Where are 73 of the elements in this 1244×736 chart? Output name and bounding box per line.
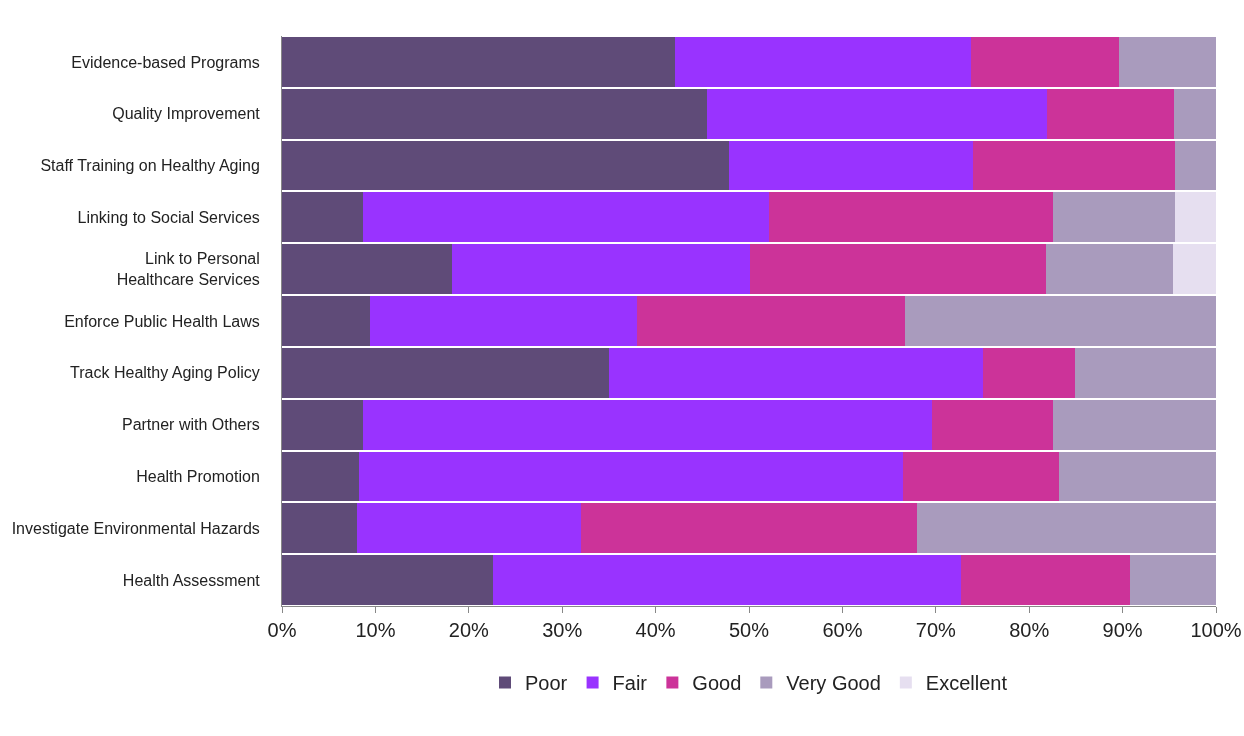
y-tick-label: Track Healthy Aging Policy [70, 364, 260, 382]
legend-label: Excellent [925, 672, 1008, 695]
legend-label: Poor [525, 672, 568, 695]
bar [1046, 88, 1174, 139]
bar [1059, 451, 1216, 502]
x-tick-label: 30% [542, 619, 583, 641]
y-tick-label: Health Assessment [122, 571, 261, 589]
x-tick-label: 20% [448, 619, 490, 641]
bar [282, 88, 707, 139]
y-tick-label: Quality Improvement [112, 105, 261, 123]
bar [903, 451, 1060, 502]
bar [282, 555, 494, 605]
bar [451, 244, 750, 295]
bar [363, 399, 933, 450]
bar [636, 296, 905, 346]
bar [282, 503, 357, 554]
bar [369, 296, 637, 346]
bar [1130, 555, 1216, 605]
bar [917, 503, 1216, 554]
bar [608, 347, 983, 398]
bar [282, 347, 609, 398]
bar [1052, 192, 1175, 243]
bar [932, 399, 1053, 450]
bar [356, 503, 581, 554]
y-tick-label: Enforce Public Health Laws [64, 312, 260, 330]
bar [282, 244, 452, 295]
legend-label: Very Good [786, 672, 881, 695]
x-tick-label: 0% [267, 619, 297, 641]
x-tick-label: 100% [1190, 619, 1242, 641]
y-tick-label: Staff Training on Healthy Aging [40, 157, 260, 175]
bar [1052, 399, 1216, 450]
bar [961, 555, 1131, 605]
y-tick-label: Investigate Environmental Hazards [11, 519, 260, 537]
y-tick-label: Linking to Social Services [77, 208, 260, 226]
bar [580, 503, 918, 554]
x-tick-label: 50% [728, 619, 770, 641]
bar [706, 88, 1047, 139]
y-tick-label: Partner with Others [121, 416, 260, 434]
bar [768, 192, 1053, 243]
bar [729, 140, 974, 191]
y-tick-label: Health Promotion [136, 468, 260, 486]
bar [282, 399, 364, 450]
bar [1118, 37, 1216, 87]
bar [1174, 192, 1216, 243]
legend-label: Good [692, 672, 742, 695]
bar [973, 140, 1175, 191]
bar [982, 347, 1075, 398]
bar [282, 296, 370, 346]
bar [358, 451, 904, 502]
bar [282, 140, 730, 191]
x-tick-label: 70% [915, 619, 957, 641]
y-tick-label: Link to Personal Healthcare Services [116, 250, 260, 289]
bar [1074, 347, 1216, 398]
bar [493, 555, 962, 605]
y-tick-label: Evidence-based Programs [71, 53, 260, 71]
bar [971, 37, 1119, 87]
x-tick-label: 10% [355, 619, 396, 641]
bar [363, 192, 769, 243]
bar [1174, 140, 1216, 191]
bar [1173, 88, 1216, 139]
legend-label: Fair [612, 672, 648, 695]
bar [282, 192, 364, 243]
x-tick-label: 40% [635, 619, 676, 641]
x-tick-label: 60% [822, 619, 863, 641]
bar [749, 244, 1047, 295]
bar [282, 451, 359, 502]
bar [1173, 244, 1216, 295]
x-tick-label: 80% [1009, 619, 1050, 641]
bar [282, 37, 676, 87]
bar [904, 296, 1216, 346]
bar [675, 37, 972, 87]
bar [1046, 244, 1174, 295]
x-tick-label: 90% [1102, 619, 1143, 641]
